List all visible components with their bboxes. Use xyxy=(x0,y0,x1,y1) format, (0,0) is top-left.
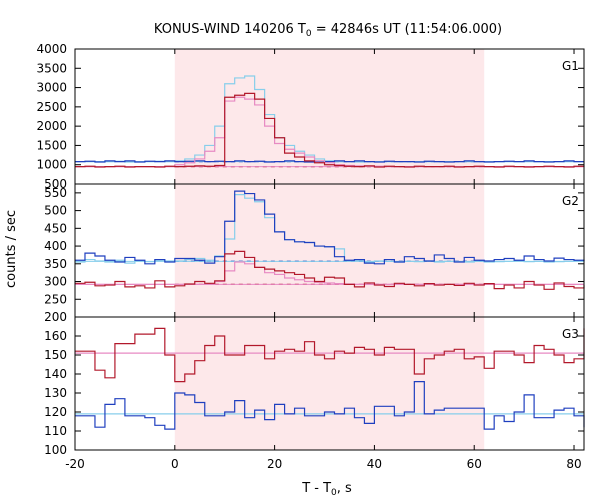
y-tick-label: 400 xyxy=(44,239,67,253)
y-tick-label: 500 xyxy=(44,204,67,218)
chart-title-main: KONUS-WIND 140206 T xyxy=(154,22,306,37)
panel-labels: G1 G2 G3 xyxy=(562,59,579,341)
highlight-interval xyxy=(174,49,485,450)
panel-label-G2: G2 xyxy=(562,194,579,208)
y-tick-label: 450 xyxy=(44,221,67,235)
y-tick-label: 110 xyxy=(44,424,67,438)
y-tick-label: 200 xyxy=(44,310,67,324)
series-G1-3 xyxy=(75,92,585,168)
y-tick-label: 350 xyxy=(44,257,67,271)
axis-ticks: 5001000150020002500300035004000200250300… xyxy=(36,42,584,471)
panel-label-G1: G1 xyxy=(562,59,579,73)
y-tick-label: 150 xyxy=(44,348,67,362)
x-axis-label-sub: 0 xyxy=(331,488,337,498)
y-tick-label: 500 xyxy=(44,177,67,191)
highlight-layer xyxy=(174,49,485,450)
panel-frame-G3 xyxy=(74,316,585,451)
y-tick-label: 140 xyxy=(44,367,67,381)
x-tick-label: 80 xyxy=(566,457,581,471)
y-tick-label: 2500 xyxy=(36,100,67,114)
x-axis-label-main: T - T xyxy=(301,481,331,496)
y-tick-label: 550 xyxy=(44,186,67,200)
y-axis-label: counts / sec xyxy=(4,210,19,288)
series-G2-3 xyxy=(75,250,585,290)
y-tick-label: 4000 xyxy=(36,42,67,56)
x-tick-label: 20 xyxy=(267,457,282,471)
panel-label-G3: G3 xyxy=(562,327,579,341)
x-tick-label: 60 xyxy=(467,457,482,471)
y-tick-label: 130 xyxy=(44,386,67,400)
y-tick-label: 1000 xyxy=(36,158,67,172)
y-tick-label: 300 xyxy=(44,275,67,289)
series-G2-1 xyxy=(75,190,585,265)
series-G1-1 xyxy=(75,160,584,163)
y-tick-label: 1500 xyxy=(36,138,67,152)
x-tick-label: -20 xyxy=(65,457,85,471)
series-G3-2 xyxy=(75,327,585,383)
series-layer xyxy=(75,75,585,430)
y-tick-label: 3000 xyxy=(36,81,67,95)
y-tick-label: 160 xyxy=(44,329,67,343)
y-tick-label: 120 xyxy=(44,405,67,419)
y-tick-label: 100 xyxy=(44,443,67,457)
panel-frames xyxy=(74,48,585,451)
y-tick-label: 2000 xyxy=(36,119,67,133)
x-tick-label: 0 xyxy=(171,457,179,471)
x-axis-label: T - T0, s xyxy=(301,481,352,498)
chart-title: KONUS-WIND 140206 T0 = 42846s UT (11:54:… xyxy=(154,22,502,39)
y-tick-label: 250 xyxy=(44,292,67,306)
y-tick-label: 3500 xyxy=(36,61,67,75)
x-axis-label-rest: , s xyxy=(337,481,352,496)
chart-title-sub: 0 xyxy=(306,29,312,39)
series-G3-3 xyxy=(75,381,585,430)
chart-title-rest: = 42846s UT (11:54:06.000) xyxy=(312,22,502,37)
x-tick-label: 40 xyxy=(367,457,382,471)
